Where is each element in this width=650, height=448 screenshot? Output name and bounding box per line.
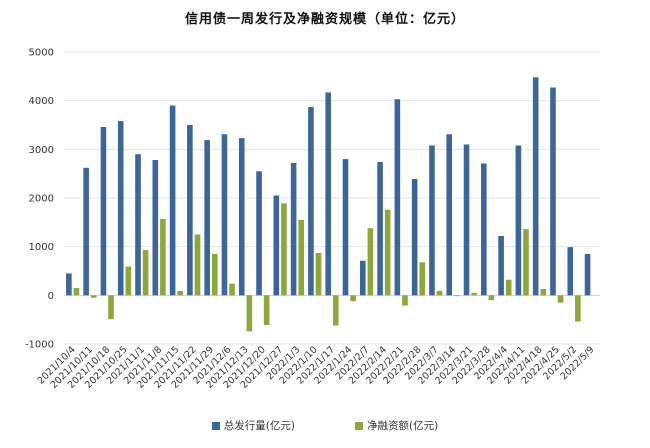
bar-net-financing [125, 266, 132, 296]
bar-net-financing [523, 229, 529, 296]
bar-total-issuance [377, 161, 383, 296]
legend-label-total-issuance: 总发行量(亿元) [223, 420, 295, 432]
bar-total-issuance [481, 163, 487, 296]
bar-net-financing [177, 290, 183, 296]
bar-total-issuance [66, 273, 72, 296]
bar-total-issuance [187, 125, 193, 296]
bar-total-issuance [463, 144, 470, 296]
bar-net-financing [211, 253, 218, 296]
bar-total-issuance [273, 195, 280, 296]
bar-net-financing [298, 219, 305, 296]
bar-net-financing [505, 279, 512, 296]
y-tick-label: 3000 [29, 145, 54, 156]
bar-net-financing [281, 203, 287, 296]
bar-total-issuance [446, 134, 453, 296]
bar-total-issuance [342, 159, 349, 296]
bar-net-financing [367, 228, 374, 296]
bar-total-issuance [532, 77, 539, 296]
bar-total-issuance [100, 126, 107, 296]
bar-total-issuance [394, 99, 401, 296]
bar-net-financing [315, 252, 322, 296]
legend-swatch-total-issuance [211, 421, 220, 430]
bar-total-issuance [169, 105, 176, 296]
bar-net-financing [333, 295, 339, 326]
legend-swatch-net-financing [355, 421, 363, 430]
bar-total-issuance [204, 140, 210, 296]
bar-net-financing [350, 295, 356, 302]
bar-total-issuance [325, 92, 331, 296]
y-tick-label: 4000 [29, 96, 54, 107]
bar-net-financing [488, 295, 495, 301]
bars-layer [66, 77, 591, 332]
chart-title: 信用债一周发行及净融资规模（单位：亿元） [184, 12, 465, 27]
bar-total-issuance [550, 87, 556, 296]
legend-item-net-financing: 净融资额(亿元) [355, 418, 438, 433]
bar-net-financing [402, 295, 408, 306]
bar-total-issuance [411, 179, 418, 296]
bar-net-financing [454, 295, 460, 297]
bar-total-issuance [429, 145, 435, 296]
bar-net-financing [436, 290, 443, 296]
bar-total-issuance [152, 160, 159, 296]
bar-net-financing [90, 295, 97, 298]
bar-net-financing [142, 250, 149, 296]
y-tick-label: 0 [48, 291, 54, 302]
bar-net-financing [160, 218, 166, 296]
grid-layer [64, 51, 600, 345]
bar-net-financing [263, 295, 270, 326]
bar-total-issuance [221, 134, 228, 296]
y-axis: -1000 0 1000 2000 3000 4000 5000 [25, 48, 54, 351]
bar-net-financing [229, 283, 235, 296]
bar-total-issuance [498, 235, 504, 296]
bar-total-issuance [359, 260, 366, 296]
bar-total-issuance [117, 121, 124, 296]
bar-net-financing [108, 295, 114, 320]
bar-net-financing [194, 234, 201, 296]
bar-net-financing [73, 288, 80, 296]
bar-net-financing [384, 209, 391, 296]
bar-net-financing [419, 262, 426, 296]
bar-total-issuance [135, 154, 141, 296]
bar-total-issuance [83, 167, 89, 296]
bar-net-financing [557, 295, 564, 303]
bar-net-financing [246, 295, 253, 332]
bar-total-issuance [584, 253, 591, 296]
bar-net-financing [471, 292, 477, 296]
bar-total-issuance [256, 171, 262, 296]
bar-net-financing [540, 289, 547, 296]
y-tick-label: 5000 [29, 48, 54, 59]
bar-total-issuance [308, 106, 314, 296]
x-axis: 2021/10/42021/10/112021/10/182021/10/252… [36, 344, 597, 391]
legend-label-net-financing: 净融资额(亿元) [367, 420, 439, 432]
bar-total-issuance [515, 145, 522, 296]
legend-item-total-issuance: 总发行量(亿元) [211, 418, 295, 433]
y-tick-label: 1000 [29, 242, 54, 253]
y-tick-label: -1000 [25, 340, 54, 351]
bar-total-issuance [290, 162, 297, 296]
bar-total-issuance [238, 138, 245, 296]
bar-net-financing [575, 295, 581, 322]
y-tick-label: 2000 [29, 194, 54, 205]
legend: 总发行量(亿元) 净融资额(亿元) [0, 418, 650, 433]
bar-total-issuance [567, 247, 574, 296]
